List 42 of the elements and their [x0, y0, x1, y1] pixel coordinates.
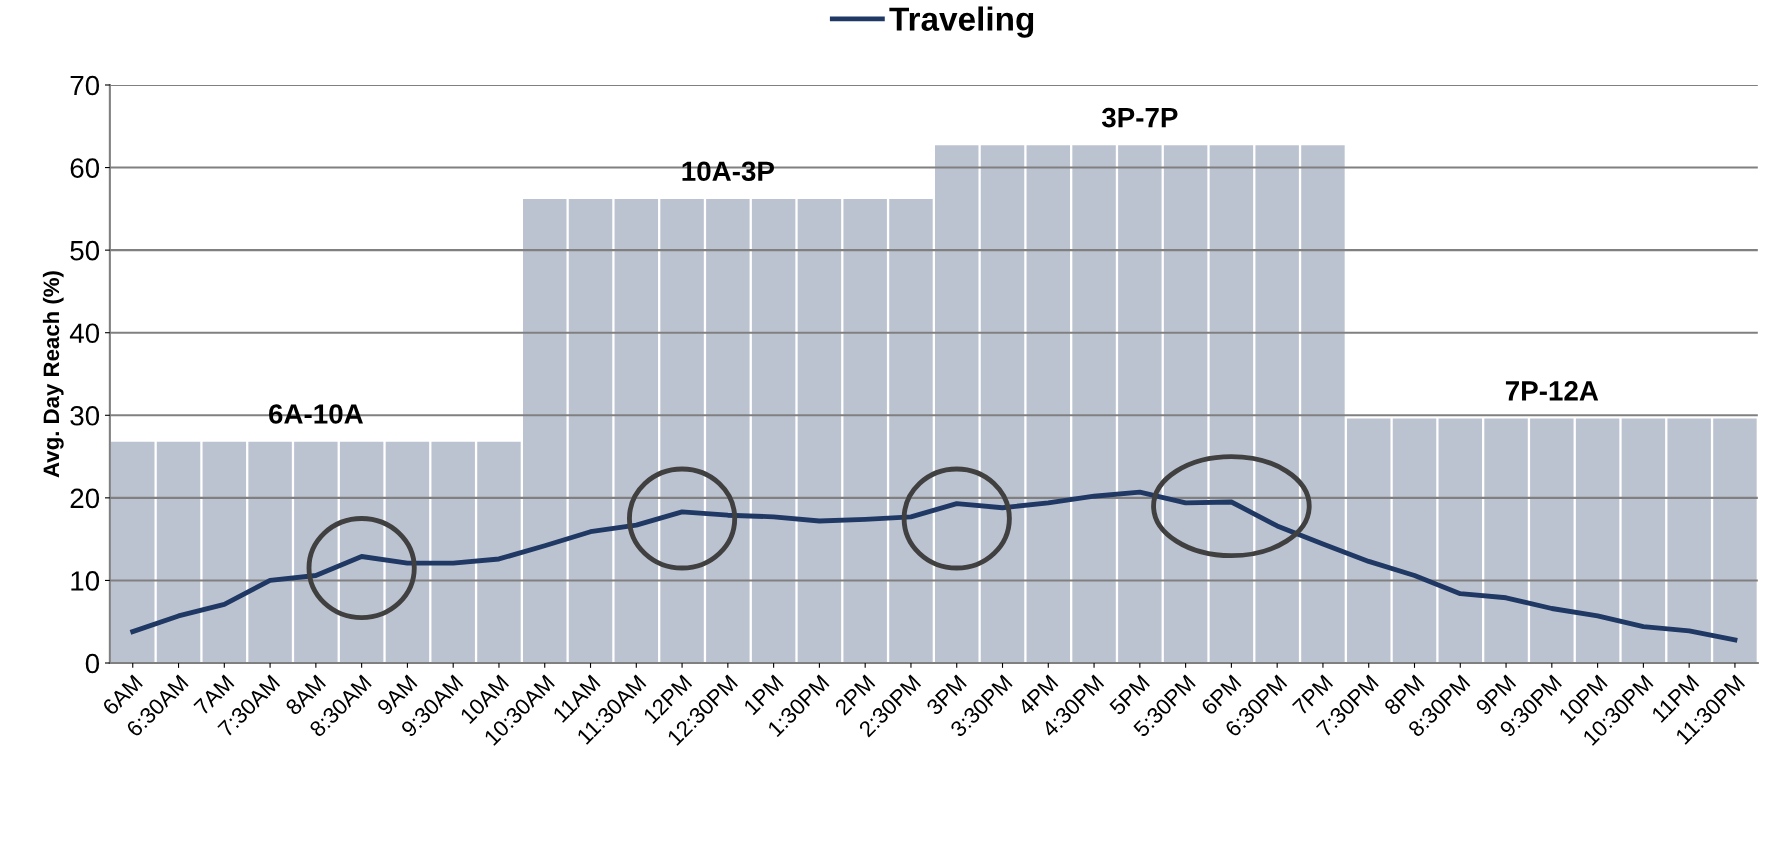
bar [1255, 145, 1299, 663]
bar [111, 441, 155, 663]
bar [843, 198, 887, 663]
bar [1438, 418, 1483, 663]
y-tick-label: 40 [69, 323, 100, 344]
y-tick-label: 20 [70, 488, 100, 509]
annotation: 7P-12A [1505, 381, 1599, 401]
bar [1621, 418, 1666, 663]
bar [523, 198, 567, 663]
bar [1209, 145, 1254, 663]
bar [202, 441, 247, 663]
bar [751, 198, 796, 663]
y-tick-label: 50 [70, 240, 100, 261]
annotation: 3P-7P [1101, 107, 1178, 128]
bar [1346, 418, 1391, 663]
bar [1163, 145, 1208, 663]
annotation: 10A-3P [682, 161, 774, 182]
bar [1484, 418, 1528, 663]
bar [797, 198, 842, 663]
bar [1392, 418, 1437, 663]
bar [1667, 418, 1711, 663]
bar [1713, 418, 1757, 663]
bar [1072, 145, 1116, 663]
bar [568, 198, 613, 663]
bar [248, 441, 292, 663]
legend-label: Traveling [889, 6, 1034, 38]
bar [1530, 418, 1574, 663]
annotation: 6A-10A [269, 404, 363, 424]
bar [1026, 145, 1071, 663]
y-tick-label: 0 [85, 653, 100, 674]
y-tick-label: 70 [70, 75, 100, 96]
bar [1575, 418, 1620, 663]
bar [1301, 145, 1345, 663]
y-axis-title: Avg. Day Reach (%) [42, 271, 64, 478]
bar [1118, 145, 1162, 663]
y-tick-label: 30 [70, 405, 100, 426]
bar [477, 441, 521, 663]
y-tick-label: 60 [70, 158, 100, 178]
bar [156, 441, 201, 663]
y-tick-label: 10 [71, 571, 100, 591]
line-series [130, 489, 1738, 643]
bar [431, 441, 475, 663]
